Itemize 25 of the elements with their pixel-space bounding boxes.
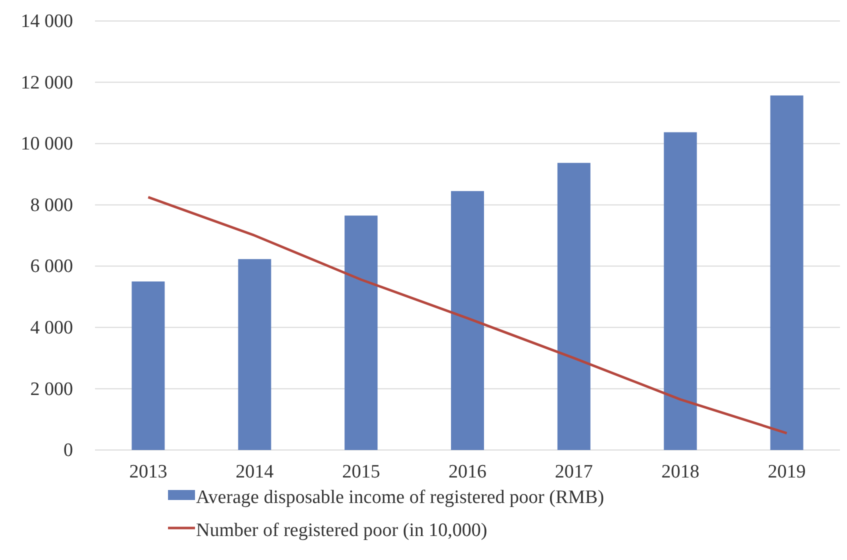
bar: [557, 162, 590, 450]
x-tick-label: 2016: [448, 461, 486, 482]
y-tick-label: 12 000: [20, 72, 73, 94]
y-tick-label: 8 000: [30, 194, 73, 216]
bar: [344, 216, 378, 450]
legend-label: Average disposable income of registered poor (RMB): [196, 487, 604, 508]
x-tick-label: 2018: [661, 461, 700, 482]
legend-label: Number of registered poor (in 10,000): [196, 520, 488, 541]
y-tick-label: 2 000: [30, 378, 73, 400]
bar: [451, 191, 484, 450]
bar: [132, 281, 165, 450]
x-tick-label: 2019: [768, 461, 806, 482]
y-tick-label: 6 000: [30, 256, 73, 278]
x-tick-label: 2015: [342, 461, 380, 482]
x-tick-label: 2013: [129, 461, 168, 482]
y-tick-label: 10 000: [20, 134, 73, 155]
bar: [664, 132, 697, 450]
x-tick-label: 2014: [236, 461, 274, 482]
bar: [770, 95, 804, 450]
y-tick-label: 0: [64, 440, 73, 462]
line-series: [146, 196, 788, 434]
y-tick-label: 4 000: [30, 318, 73, 339]
bar: [238, 259, 272, 450]
y-tick-label: 14 000: [20, 11, 73, 32]
x-tick-label: 2017: [554, 461, 593, 482]
